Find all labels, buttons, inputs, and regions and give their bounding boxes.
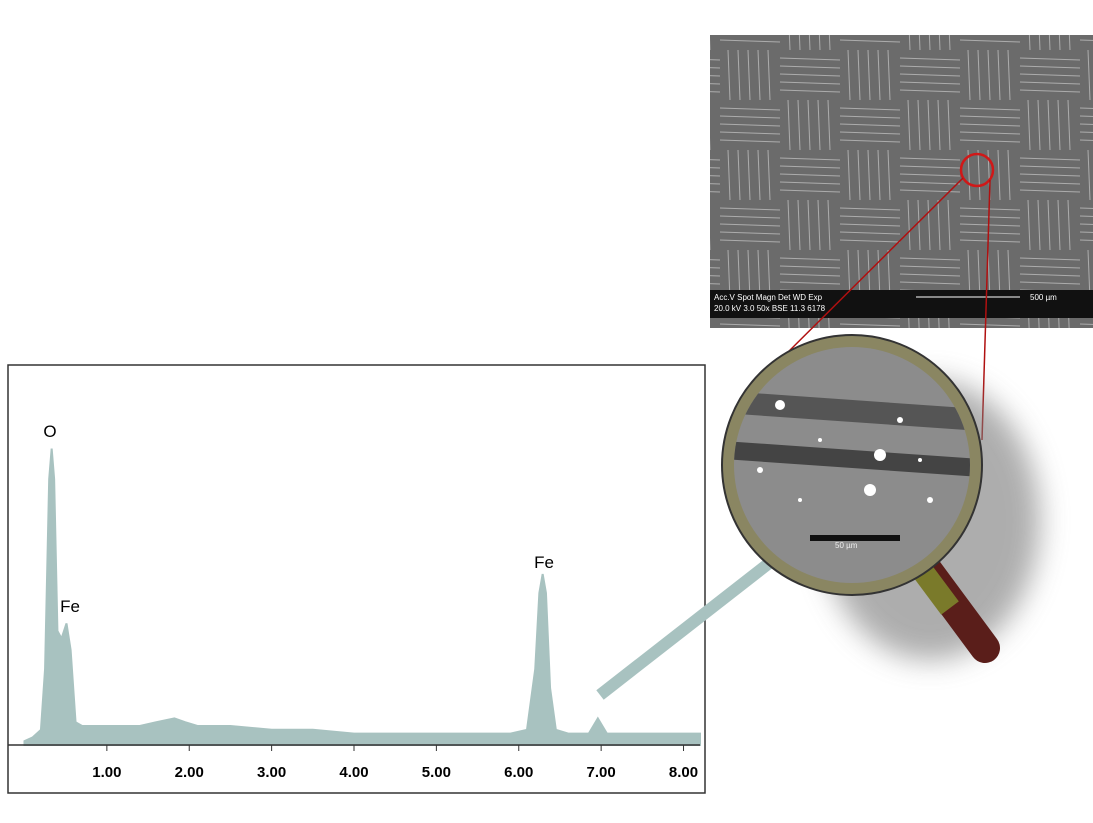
x-tick-label: 8.00 xyxy=(669,764,698,781)
sem-image xyxy=(710,35,1093,328)
info-values: 20.0 kV 3.0 50x BSE 11.3 6178 xyxy=(714,304,826,313)
page: 1.00 2.00 3.00 4.00 5.00 6.00 7.00 8.00 O Fe Fe Ac… xyxy=(0,0,1093,823)
peak-label: O xyxy=(43,422,56,441)
figure: 1.00 2.00 3.00 4.00 5.00 6.00 7.00 8.00 O Fe Fe Ac… xyxy=(0,0,1093,823)
peak-label: Fe xyxy=(60,597,80,616)
x-tick-label: 1.00 xyxy=(92,764,121,781)
zoom-scale-bar-label: 50 µm xyxy=(835,541,858,550)
x-tick-label: 6.00 xyxy=(504,764,533,781)
x-tick-label: 7.00 xyxy=(587,764,616,781)
info-header: Acc.V Spot Magn Det WD Exp xyxy=(714,293,823,302)
x-tick-label: 5.00 xyxy=(422,764,451,781)
x-tick-label: 3.00 xyxy=(257,764,286,781)
x-tick-label: 2.00 xyxy=(175,764,204,781)
peak-label: Fe xyxy=(534,553,554,572)
x-tick-label: 4.00 xyxy=(339,764,368,781)
scale-bar-label: 500 µm xyxy=(1030,293,1057,302)
